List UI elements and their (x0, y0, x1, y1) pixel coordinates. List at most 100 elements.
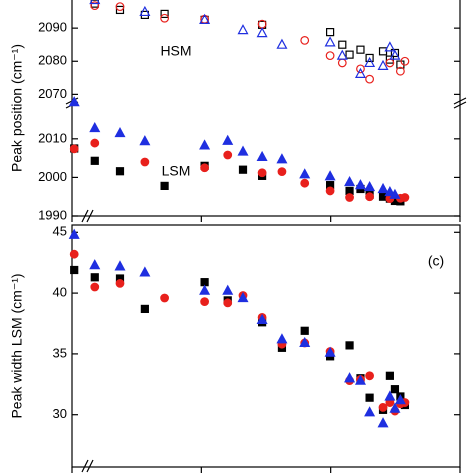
y-tick-label: 35 (53, 345, 67, 360)
triangle-marker (276, 38, 288, 49)
triangle-marker (324, 346, 336, 357)
y-axis-label: Peak width LSM (cm⁻¹) (9, 273, 25, 418)
circle-marker (200, 297, 210, 307)
triangle-marker (364, 180, 376, 192)
annotation: (c) (428, 253, 444, 269)
triangle-marker (344, 175, 356, 187)
y-break (65, 97, 467, 109)
triangle-marker (377, 417, 389, 428)
triangle-marker (377, 59, 389, 70)
triangle-marker (299, 336, 311, 348)
triangle-marker (139, 266, 151, 277)
square-marker (115, 167, 125, 176)
triangle-marker (199, 139, 211, 150)
triangle-marker (114, 126, 126, 138)
frame-bottom (71, 224, 461, 468)
frame-top (71, 0, 461, 217)
triangle-marker (364, 56, 376, 68)
triangle-marker (377, 182, 389, 194)
circle-marker (365, 74, 374, 84)
triangle-marker (222, 284, 234, 295)
square-marker (90, 156, 99, 165)
circle-marker (90, 138, 100, 148)
circle-marker (160, 13, 170, 23)
square-marker (390, 48, 400, 58)
triangle-marker (139, 135, 151, 146)
circle-marker (345, 193, 354, 202)
square-marker (390, 385, 400, 394)
square-marker (345, 50, 354, 59)
circle-marker (365, 192, 374, 202)
triangle-marker (389, 188, 401, 199)
circle-marker (223, 298, 233, 308)
circle-marker (115, 278, 125, 288)
circle-marker (200, 163, 210, 173)
circle-marker (90, 1, 100, 11)
triangle-marker (299, 168, 311, 179)
triangle-marker (256, 27, 268, 38)
triangle-marker (354, 67, 366, 78)
triangle-marker (389, 402, 401, 413)
square-marker (365, 53, 374, 63)
series (68, 96, 401, 199)
y-tick-label: 40 (53, 285, 67, 300)
y-tick-label: 1990 (38, 207, 67, 222)
square-marker (300, 326, 309, 335)
y-tick-label: 30 (53, 406, 67, 421)
series (69, 138, 410, 204)
circle-marker (300, 36, 310, 45)
triangle-marker (89, 0, 101, 5)
triangle-marker (68, 96, 80, 107)
circle-marker (69, 144, 79, 154)
x-break (81, 209, 94, 473)
triangle-marker (354, 374, 366, 385)
series (89, 0, 401, 78)
square-marker (338, 40, 347, 49)
triangle-marker (237, 291, 249, 303)
triangle-marker (364, 406, 376, 417)
series (70, 144, 405, 206)
circle-marker (300, 178, 310, 188)
series (90, 1, 410, 84)
annotation: HSM (160, 43, 191, 59)
triangle-marker (344, 372, 356, 383)
square-marker (326, 28, 335, 37)
triangle-marker (276, 333, 288, 344)
triangle-marker (384, 390, 396, 401)
triangle-marker (354, 179, 366, 190)
circle-marker (90, 282, 100, 292)
square-marker (115, 5, 125, 15)
triangle-marker (89, 259, 101, 270)
annotation: LSM (162, 163, 191, 179)
square-marker (70, 265, 79, 275)
triangle-marker (237, 145, 249, 156)
y-tick-label: 45 (53, 224, 67, 239)
circle-marker (160, 293, 170, 303)
circle-marker (325, 186, 335, 196)
triangle-marker (336, 49, 348, 60)
triangle-marker (256, 313, 268, 324)
circle-marker (395, 66, 405, 76)
y-axis-label: Peak position (cm⁻¹) (9, 44, 25, 172)
triangle-marker (222, 134, 234, 145)
circle-marker (140, 157, 150, 167)
y-tick-label: 2000 (38, 169, 67, 184)
square-marker (356, 45, 365, 54)
circle-marker (69, 249, 79, 259)
y-tick-label: 2080 (38, 53, 67, 68)
triangle-marker (237, 24, 249, 35)
circle-marker (365, 371, 374, 381)
y-tick-label: 2070 (38, 86, 67, 101)
y-tick-label: 2090 (38, 20, 67, 35)
triangle-marker (199, 13, 211, 24)
circle-marker (378, 403, 388, 412)
circle-marker (337, 58, 347, 68)
circle-marker (325, 51, 335, 61)
y-tick-label: 2010 (38, 130, 67, 145)
triangle-marker (384, 41, 396, 52)
circle-marker (400, 193, 410, 202)
square-marker (90, 273, 99, 282)
circle-marker (277, 167, 287, 177)
triangle-marker (89, 121, 101, 133)
